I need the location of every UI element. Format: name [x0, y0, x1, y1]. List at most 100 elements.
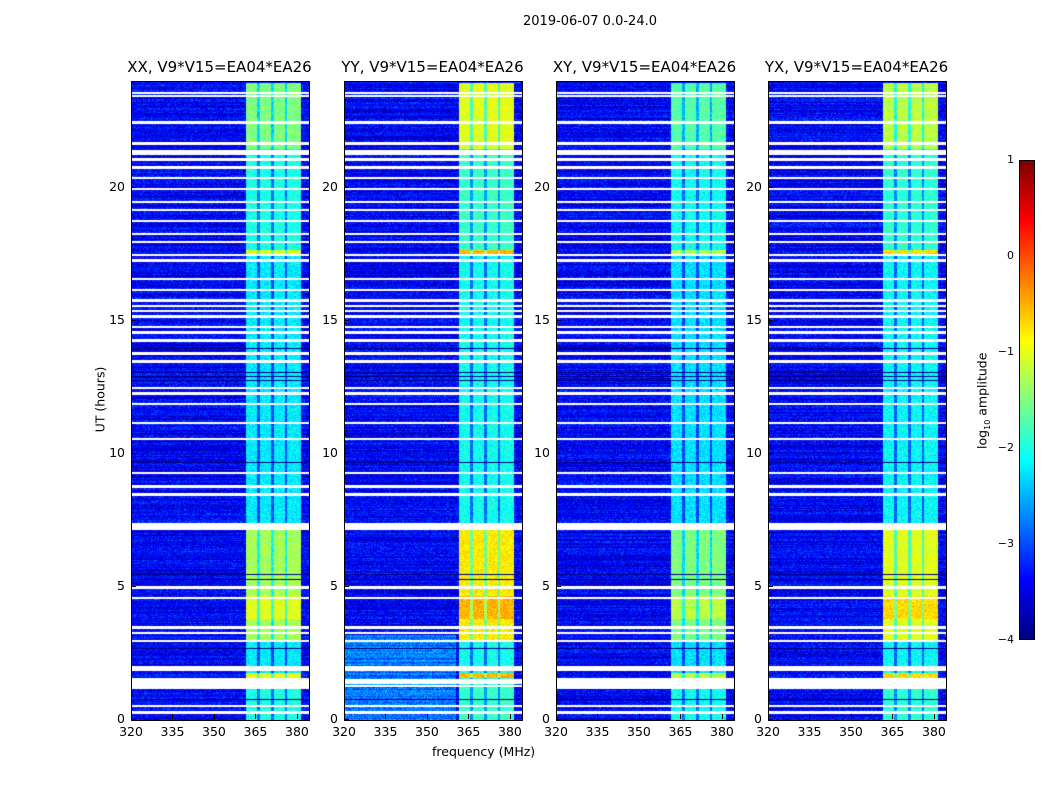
- panel-title: XX, V9*V15=EA04*EA26: [127, 58, 312, 76]
- y-tick-label: 15: [534, 312, 550, 328]
- y-tick-mark: [556, 187, 561, 189]
- spectrogram-heatmap: [131, 81, 310, 721]
- x-tick-label: 350: [839, 724, 863, 739]
- x-tick-label: 380: [285, 724, 309, 739]
- x-tick-label: 365: [243, 724, 268, 739]
- y-tick-label: 20: [534, 179, 550, 195]
- x-tick-label: 335: [160, 724, 185, 739]
- panel-title: YX, V9*V15=EA04*EA26: [764, 58, 949, 76]
- x-tick-mark: [468, 714, 470, 719]
- y-tick-label: 10: [746, 445, 762, 461]
- y-tick-mark: [768, 719, 773, 720]
- y-tick-mark: [131, 187, 136, 189]
- x-tick-label: 365: [880, 724, 905, 739]
- y-tick-mark: [556, 453, 561, 455]
- x-tick-label: 335: [797, 724, 822, 739]
- x-tick-mark: [597, 714, 599, 719]
- colorbar-label-rest: amplitude: [974, 352, 990, 420]
- y-tick-mark: [131, 320, 136, 322]
- y-tick-label: 15: [746, 312, 762, 328]
- y-tick-label: 10: [109, 445, 125, 461]
- y-tick-label: 10: [534, 445, 550, 461]
- panel-1: YY, V9*V15=EA04*EA26 320 335 350 365 380 0 5 10 1…: [322, 58, 524, 739]
- y-tick-mark: [768, 187, 773, 189]
- x-tick-mark: [131, 714, 132, 719]
- colorbar-tick-label: 0: [1007, 249, 1014, 262]
- x-tick-mark: [344, 714, 345, 719]
- y-tick-mark: [556, 719, 561, 720]
- x-tick-label: 365: [668, 724, 693, 739]
- x-tick-mark: [385, 714, 387, 719]
- colorbar-tick-label: −1: [997, 345, 1014, 358]
- x-tick-label: 320: [756, 724, 780, 739]
- y-tick-label: 15: [322, 312, 338, 328]
- x-tick-mark: [556, 714, 557, 719]
- x-tick-mark: [255, 714, 257, 719]
- panel-2: XY, V9*V15=EA04*EA26 320 335 350 365 380 0 5 10 1…: [534, 58, 736, 739]
- x-tick-label: 335: [373, 724, 398, 739]
- y-tick-mark: [131, 453, 136, 455]
- y-tick-label: 0: [117, 711, 125, 726]
- spectrogram-heatmap: [556, 81, 735, 721]
- x-tick-mark: [768, 714, 769, 719]
- y-tick-mark: [131, 586, 136, 588]
- x-tick-mark: [509, 714, 511, 719]
- x-tick-mark: [850, 714, 852, 719]
- y-tick-label: 20: [109, 179, 125, 195]
- x-axis-label: frequency (MHz): [432, 744, 536, 759]
- x-tick-label: 335: [585, 724, 610, 739]
- y-tick-label: 0: [542, 711, 550, 726]
- colorbar-tick-label: −2: [997, 441, 1014, 454]
- x-tick-mark: [892, 714, 894, 719]
- panel-3: YX, V9*V15=EA04*EA26 320 335 350 365 380 0 5 10 1…: [746, 58, 948, 739]
- x-tick-label: 320: [332, 724, 356, 739]
- y-tick-mark: [344, 187, 349, 189]
- y-tick-mark: [344, 719, 349, 720]
- y-tick-mark: [344, 586, 349, 588]
- y-tick-label: 0: [754, 711, 762, 726]
- figure-title: 2019-06-07 0.0-24.0: [523, 14, 657, 29]
- x-tick-label: 350: [627, 724, 651, 739]
- y-tick-label: 5: [117, 578, 125, 594]
- colorbar-tick-label: −4: [997, 633, 1014, 646]
- x-tick-mark: [213, 714, 215, 719]
- panel-title: YY, V9*V15=EA04*EA26: [341, 58, 524, 76]
- y-tick-mark: [768, 586, 773, 588]
- x-tick-label: 380: [710, 724, 734, 739]
- y-tick-mark: [556, 320, 561, 322]
- y-tick-mark: [131, 719, 136, 720]
- x-tick-mark: [638, 714, 640, 719]
- y-tick-label: 5: [542, 578, 550, 594]
- colorbar-label-sub: 10: [982, 419, 992, 430]
- x-tick-mark: [296, 714, 298, 719]
- y-tick-label: 0: [330, 711, 338, 726]
- x-tick-label: 365: [456, 724, 481, 739]
- x-tick-label: 380: [922, 724, 946, 739]
- x-tick-label: 350: [202, 724, 226, 739]
- y-tick-label: 5: [754, 578, 762, 594]
- colorbar: [1019, 160, 1035, 640]
- colorbar-tick-label: −3: [997, 537, 1014, 550]
- x-tick-label: 320: [544, 724, 568, 739]
- panel-title: XY, V9*V15=EA04*EA26: [552, 58, 737, 76]
- y-tick-label: 15: [109, 312, 125, 328]
- y-tick-mark: [768, 453, 773, 455]
- spectrogram-heatmap: [768, 81, 947, 721]
- y-tick-mark: [556, 586, 561, 588]
- x-tick-label: 380: [498, 724, 522, 739]
- y-tick-mark: [768, 320, 773, 322]
- y-tick-label: 5: [330, 578, 338, 594]
- x-tick-label: 350: [415, 724, 439, 739]
- x-tick-mark: [933, 714, 935, 719]
- colorbar-label: log10 amplitude: [974, 331, 992, 471]
- panel-0: XX, V9*V15=EA04*EA26 320 335 350 365 380 0 5 10 1…: [109, 58, 312, 739]
- y-tick-label: 20: [746, 179, 762, 195]
- x-tick-mark: [721, 714, 723, 719]
- x-tick-mark: [809, 714, 811, 719]
- spectrogram-heatmap: [344, 81, 523, 721]
- y-axis-label: UT (hours): [92, 366, 108, 433]
- x-tick-mark: [172, 714, 174, 719]
- colorbar-tick-label: 1: [1007, 153, 1014, 166]
- y-tick-label: 20: [322, 179, 338, 195]
